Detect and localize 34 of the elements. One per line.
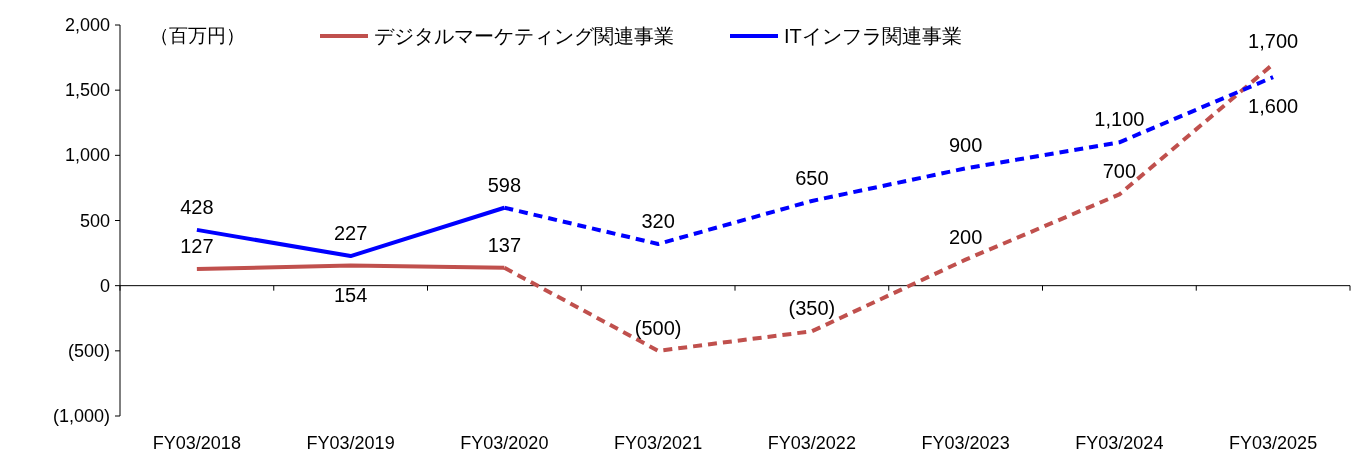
data-label: 1,600	[1248, 95, 1299, 118]
data-label: 700	[1102, 160, 1137, 183]
data-label: (350)	[788, 297, 836, 320]
x-tick-label: FY03/2021	[614, 433, 703, 453]
data-label: (500)	[634, 316, 682, 339]
annotation: （百万円）	[150, 25, 245, 46]
y-tick-label: (1,000)	[52, 406, 110, 426]
x-tick-label: FY03/2025	[1229, 433, 1318, 453]
data-label: 428	[180, 195, 214, 218]
y-tick-label: 500	[79, 210, 110, 231]
x-tick-label: FY03/2023	[921, 433, 1010, 453]
x-tick-label: FY03/2024	[1075, 433, 1164, 453]
y-tick-label: 1,000	[64, 145, 110, 166]
data-label: 320	[641, 209, 675, 232]
data-label: 1,700	[1248, 30, 1299, 53]
y-tick-label: 0	[99, 275, 110, 296]
legend-label: ITインフラ関連事業	[784, 25, 962, 47]
x-tick-label: FY03/2020	[460, 433, 549, 453]
data-label: 900	[948, 134, 983, 157]
data-label: 137	[487, 233, 522, 256]
data-label: 154	[333, 283, 368, 306]
data-label: 200	[948, 225, 983, 248]
legend-label: デジタルマーケティング関連事業	[374, 25, 674, 47]
x-tick-label: FY03/2022	[767, 433, 856, 453]
y-tick-label: 2,000	[64, 15, 110, 35]
x-tick-label: FY03/2018	[152, 433, 241, 453]
data-label: 1,100	[1094, 108, 1145, 131]
data-label: 650	[795, 166, 829, 189]
y-tick-label: 1,500	[64, 80, 110, 101]
y-tick-label: (500)	[67, 340, 110, 361]
data-label: 598	[487, 173, 522, 196]
data-label: 227	[333, 222, 368, 245]
data-label: 127	[180, 235, 214, 258]
x-tick-label: FY03/2019	[306, 433, 395, 453]
